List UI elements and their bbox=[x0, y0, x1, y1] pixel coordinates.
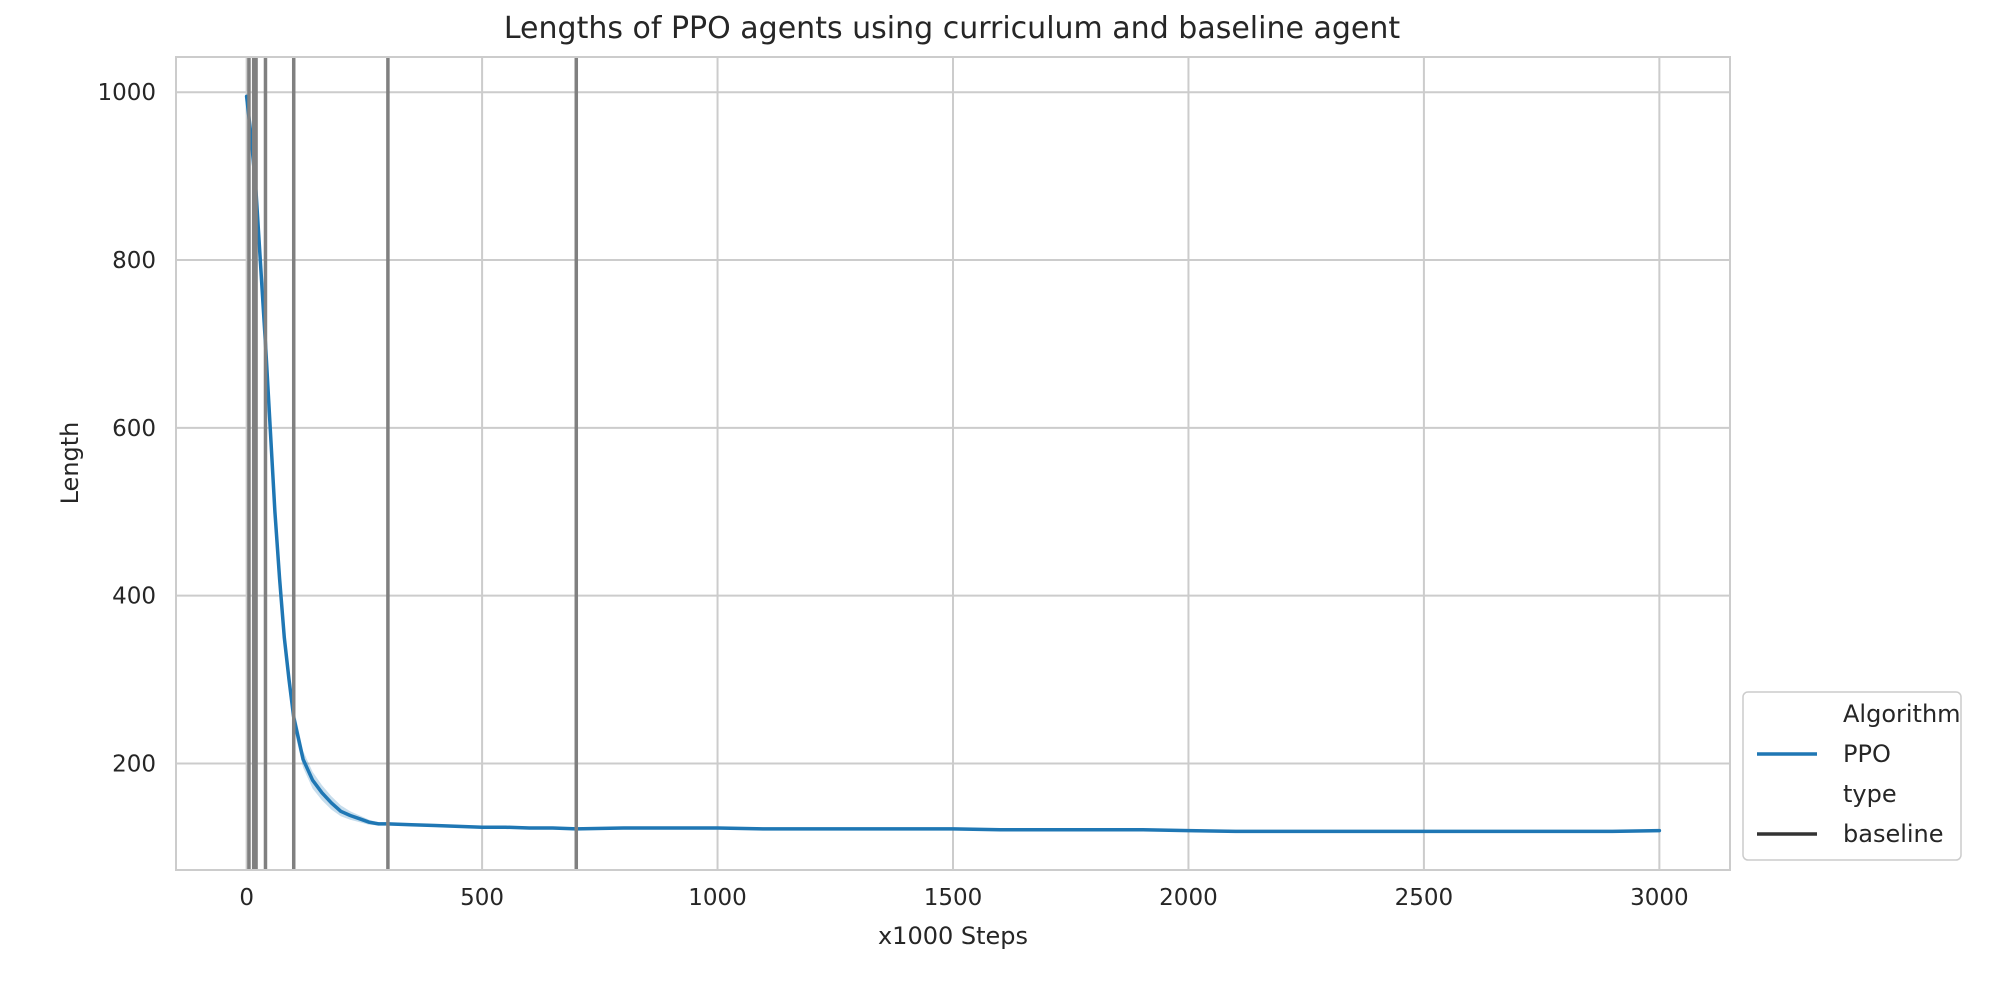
x-tick-label: 500 bbox=[460, 885, 504, 911]
chart-title: Lengths of PPO agents using curriculum a… bbox=[504, 11, 1400, 46]
x-tick-label: 0 bbox=[239, 885, 254, 911]
y-tick-label: 1000 bbox=[97, 80, 156, 106]
legend-label: baseline bbox=[1843, 820, 1944, 848]
y-tick-label: 600 bbox=[112, 416, 156, 442]
legend-label: Algorithm bbox=[1843, 700, 1961, 728]
x-tick-label: 2500 bbox=[1395, 885, 1454, 911]
y-tick-label: 400 bbox=[112, 584, 156, 610]
grid-lines bbox=[176, 57, 1730, 870]
y-tick-label: 800 bbox=[112, 248, 156, 274]
legend: Algorithm PPO type baseline bbox=[1742, 691, 1962, 861]
plot-frame bbox=[175, 56, 1731, 871]
legend-label: type bbox=[1843, 780, 1897, 808]
x-tick-label: 1000 bbox=[688, 885, 747, 911]
legend-box bbox=[1742, 691, 1962, 861]
x-axis-title: x1000 Steps bbox=[878, 922, 1028, 950]
stage-markers bbox=[247, 57, 579, 870]
legend-entries: Algorithm PPO type baseline bbox=[1757, 700, 1961, 848]
y-tick-label: 200 bbox=[112, 751, 156, 777]
y-axis-title: Length bbox=[56, 422, 84, 505]
x-tick-label: 2000 bbox=[1159, 885, 1218, 911]
series-line bbox=[244, 94, 1662, 834]
legend-label: PPO bbox=[1843, 740, 1891, 768]
x-tick-label: 1500 bbox=[924, 885, 983, 911]
series-layer bbox=[244, 94, 1662, 834]
y-axis-ticks: 200 400 600 800 1000 bbox=[97, 80, 156, 777]
x-tick-label: 3000 bbox=[1630, 885, 1689, 911]
plot-area bbox=[175, 56, 1731, 871]
x-axis-ticks: 0 500 1000 1500 2000 2500 3000 bbox=[239, 885, 1688, 911]
